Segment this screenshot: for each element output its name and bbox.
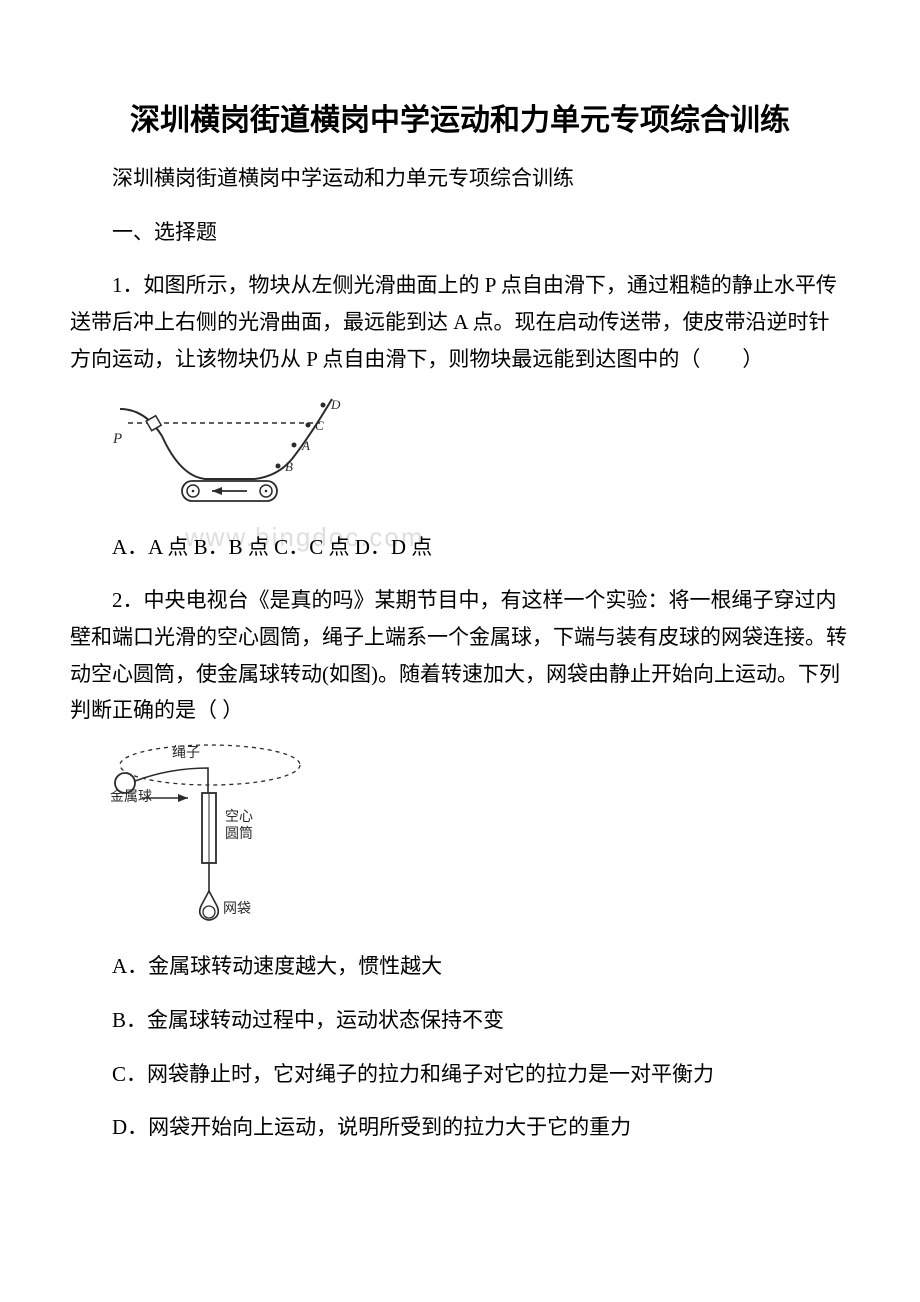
svg-text:B: B <box>285 459 293 474</box>
question-2-figure: 绳子 金属球 空心 圆筒 网袋 <box>110 743 850 933</box>
svg-text:绳子: 绳子 <box>172 745 200 761</box>
question-2-option-d: D．网袋开始向上运动，说明所受到的拉力大于它的重力 <box>70 1110 850 1146</box>
question-2-option-c: C．网袋静止时，它对绳子的拉力和绳子对它的拉力是一对平衡力 <box>70 1057 850 1093</box>
question-2-text: 2．中央电视台《是真的吗》某期节目中，有这样一个实验：将一根绳子穿过内壁和端口光… <box>70 582 850 729</box>
section-one-header: 一、选择题 <box>70 216 850 250</box>
document-title: 深圳横岗街道横岗中学运动和力单元专项综合训练 <box>70 100 850 142</box>
svg-text:C: C <box>315 418 324 433</box>
svg-text:圆筒: 圆筒 <box>225 825 253 842</box>
question-2-option-b: B．金属球转动过程中，运动状态保持不变 <box>70 1003 850 1039</box>
svg-text:金属球: 金属球 <box>110 789 152 805</box>
document-subtitle: 深圳横岗街道横岗中学运动和力单元专项综合训练 <box>70 162 850 196</box>
question-2-option-a: A．金属球转动速度越大，惯性越大 <box>70 949 850 985</box>
svg-text:D: D <box>330 397 341 412</box>
svg-text:P: P <box>112 431 122 447</box>
svg-text:网袋: 网袋 <box>223 901 251 917</box>
svg-text:空心: 空心 <box>225 809 253 825</box>
question-1-text: 1．如图所示，物块从左侧光滑曲面上的 P 点自由滑下，通过粗糙的静止水平传送带后… <box>70 267 850 377</box>
question-1-options: A．A 点 B．B 点 C．C 点 D．D 点 <box>70 530 850 566</box>
question-1-figure: P B A C D <box>110 391 850 514</box>
svg-text:A: A <box>301 438 310 453</box>
